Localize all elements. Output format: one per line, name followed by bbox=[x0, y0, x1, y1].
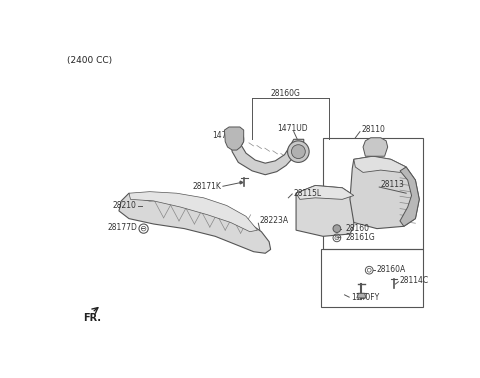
Circle shape bbox=[291, 145, 305, 158]
Text: 28115L: 28115L bbox=[294, 189, 322, 198]
Circle shape bbox=[227, 131, 244, 148]
Polygon shape bbox=[357, 293, 366, 298]
Circle shape bbox=[230, 134, 240, 145]
Polygon shape bbox=[354, 156, 406, 172]
Circle shape bbox=[288, 141, 309, 163]
Polygon shape bbox=[129, 192, 258, 232]
Text: 28160G: 28160G bbox=[271, 88, 300, 98]
Text: 28160: 28160 bbox=[345, 224, 369, 233]
Text: 28113: 28113 bbox=[381, 180, 405, 189]
Polygon shape bbox=[230, 139, 304, 175]
Text: 28223A: 28223A bbox=[260, 217, 289, 225]
Text: (2400 CC): (2400 CC) bbox=[67, 56, 112, 65]
Polygon shape bbox=[400, 167, 419, 226]
Text: 1140FY: 1140FY bbox=[351, 293, 379, 302]
Polygon shape bbox=[296, 186, 354, 236]
Text: 28114C: 28114C bbox=[400, 276, 429, 285]
Text: 1471UD: 1471UD bbox=[277, 124, 307, 133]
Polygon shape bbox=[119, 193, 271, 253]
Bar bbox=[322, 249, 423, 307]
Circle shape bbox=[333, 225, 341, 232]
Text: 28160A: 28160A bbox=[377, 265, 406, 274]
Polygon shape bbox=[363, 138, 388, 156]
Text: FR.: FR. bbox=[83, 313, 101, 323]
Bar bbox=[323, 138, 423, 249]
Text: 1471DS: 1471DS bbox=[212, 131, 242, 140]
Text: 28110: 28110 bbox=[361, 125, 385, 134]
Text: 28171K: 28171K bbox=[192, 182, 221, 191]
Text: 28177D: 28177D bbox=[108, 223, 137, 232]
Text: 28161G: 28161G bbox=[345, 232, 375, 242]
Polygon shape bbox=[296, 186, 354, 199]
Polygon shape bbox=[350, 156, 419, 229]
Polygon shape bbox=[225, 127, 244, 150]
Text: 28210: 28210 bbox=[112, 201, 136, 210]
